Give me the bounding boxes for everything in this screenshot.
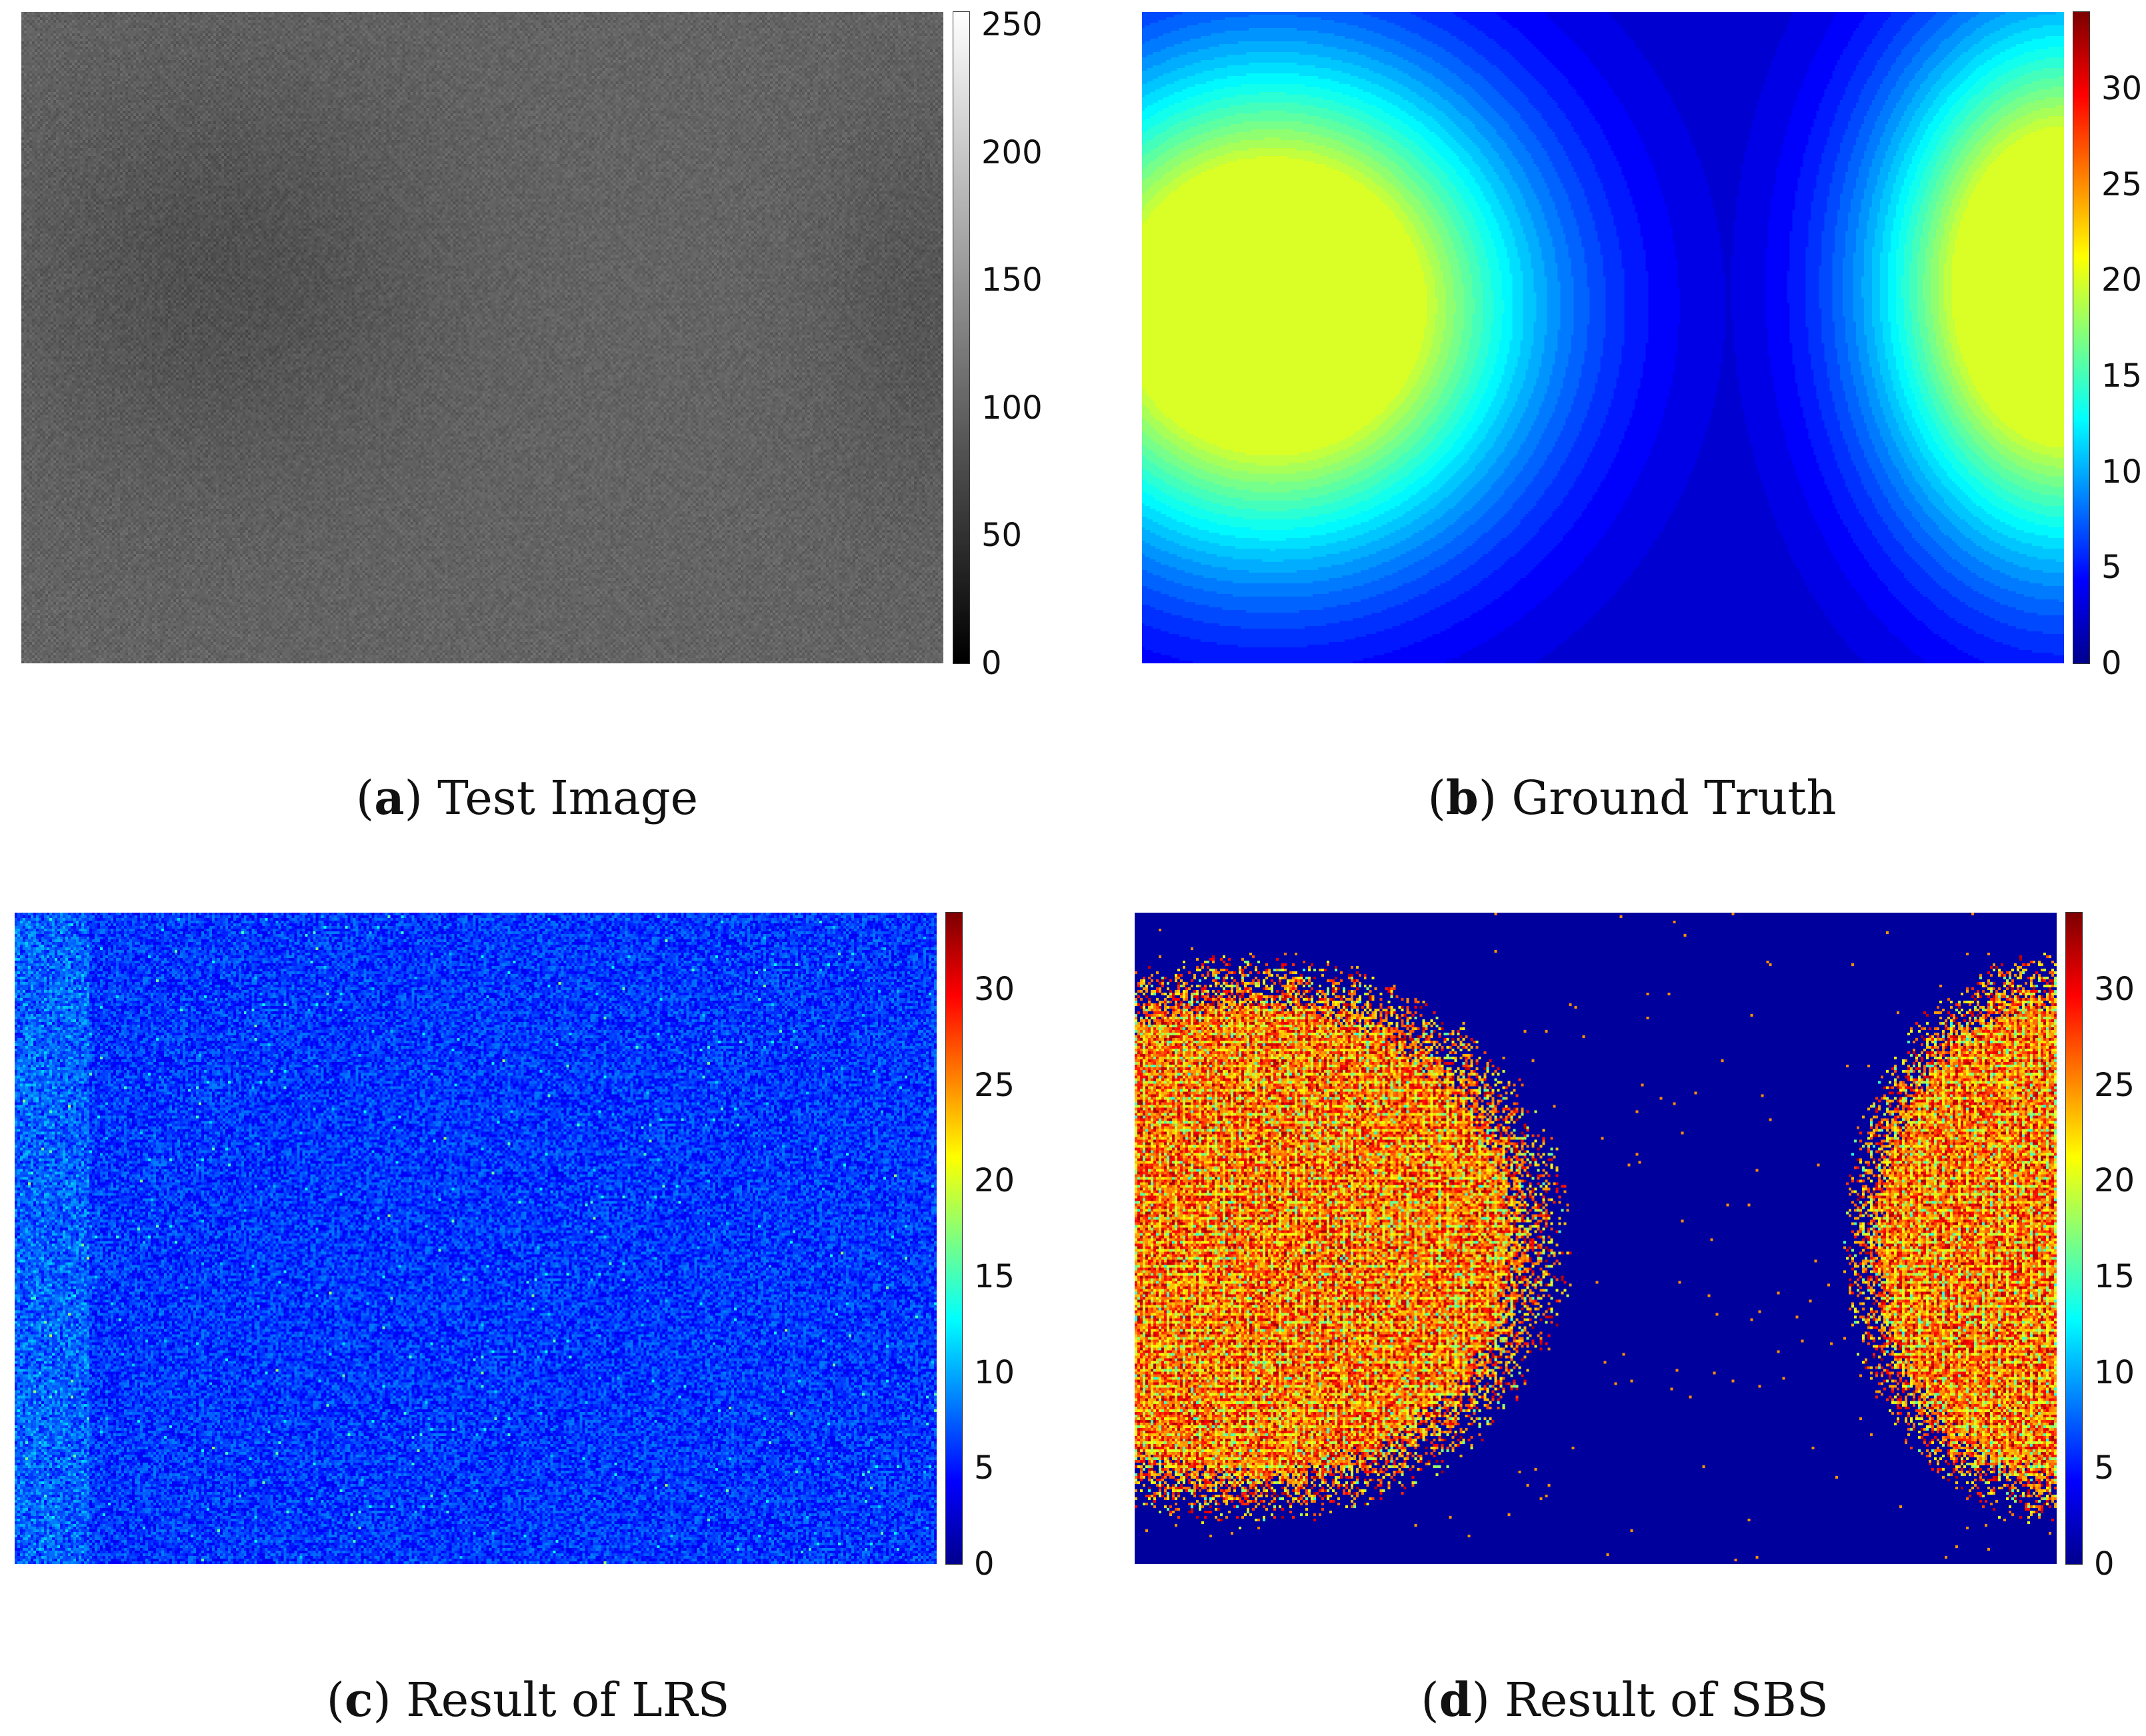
colorbar-tick-label: 10 xyxy=(974,1353,1015,1391)
caption-d: (d) Result of SBS xyxy=(1421,1672,1829,1727)
colorbar-tick-label: 0 xyxy=(981,645,1002,682)
caption-letter-a: a xyxy=(374,770,405,825)
colorbar-tick-label: 25 xyxy=(2101,165,2143,203)
colorbar-tick-label: 10 xyxy=(2101,453,2143,491)
colorbar-tick-label: 30 xyxy=(2101,69,2143,107)
colorbar-tick-label: 5 xyxy=(974,1449,995,1487)
colorbar-b xyxy=(2073,11,2090,664)
caption-letter-c: c xyxy=(344,1672,373,1727)
caption-b: (b) Ground Truth xyxy=(1427,770,1837,825)
colorbar-tick-label: 20 xyxy=(2101,261,2143,299)
colorbar-tick-label: 25 xyxy=(974,1066,1015,1104)
heatmap-result-lrs xyxy=(15,913,937,1564)
heatmap-test-image xyxy=(21,12,943,663)
caption-text-c: Result of LRS xyxy=(406,1673,730,1727)
colorbar-d xyxy=(2065,912,2083,1565)
heatmap-result-sbs xyxy=(1135,913,2057,1564)
caption-text-b: Ground Truth xyxy=(1511,771,1837,825)
colorbar-tick-label: 250 xyxy=(981,6,1043,44)
colorbar-tick-label: 25 xyxy=(2094,1066,2135,1104)
caption-letter-b: b xyxy=(1445,770,1479,825)
colorbar-tick-label: 5 xyxy=(2094,1449,2115,1487)
colorbar-a xyxy=(953,11,970,664)
colorbar-tick-label: 5 xyxy=(2101,549,2122,587)
colorbar-c xyxy=(945,912,963,1565)
colorbar-tick-label: 15 xyxy=(2094,1257,2135,1295)
colorbar-tick-label: 20 xyxy=(2094,1162,2135,1200)
colorbar-tick-label: 200 xyxy=(981,133,1043,171)
colorbar-tick-label: 10 xyxy=(2094,1353,2135,1391)
colorbar-tick-label: 30 xyxy=(2094,970,2135,1008)
colorbar-tick-label: 0 xyxy=(2101,645,2122,682)
colorbar-tick-label: 15 xyxy=(2101,357,2143,395)
heatmap-ground-truth xyxy=(1142,12,2064,663)
colorbar-tick-label: 0 xyxy=(2094,1545,2115,1583)
caption-a: (a) Test Image xyxy=(355,770,699,825)
colorbar-tick-label: 15 xyxy=(974,1257,1015,1295)
colorbar-tick-label: 150 xyxy=(981,261,1043,299)
colorbar-tick-label: 30 xyxy=(974,970,1015,1008)
caption-text-d: Result of SBS xyxy=(1505,1673,1829,1727)
caption-text-a: Test Image xyxy=(437,771,699,825)
caption-letter-d: d xyxy=(1439,1672,1472,1727)
colorbar-tick-label: 100 xyxy=(981,389,1043,427)
colorbar-tick-label: 20 xyxy=(974,1162,1015,1200)
colorbar-tick-label: 0 xyxy=(974,1545,995,1583)
caption-c: (c) Result of LRS xyxy=(326,1672,730,1727)
colorbar-tick-label: 50 xyxy=(981,517,1023,555)
